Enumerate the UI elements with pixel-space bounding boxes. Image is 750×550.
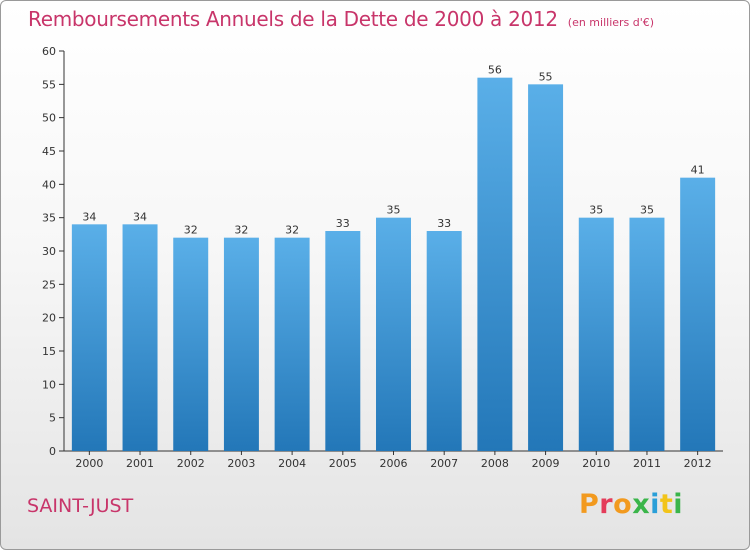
data-label-2009: 55 [539, 70, 553, 83]
x-tick-label-2010: 2010 [582, 457, 610, 470]
bar-2003 [223, 237, 259, 451]
data-label-2005: 33 [336, 217, 350, 230]
y-tick-label: 55 [42, 78, 56, 91]
bar-2002 [173, 237, 209, 451]
data-label-2004: 32 [285, 224, 299, 237]
x-tick-label-2005: 2005 [329, 457, 357, 470]
logo-letter: P [579, 489, 600, 520]
x-tick-label-2011: 2011 [633, 457, 661, 470]
data-label-2002: 32 [184, 224, 198, 237]
chart-title: Remboursements Annuels de la Dette de 20… [28, 7, 654, 31]
y-tick-label: 45 [42, 145, 56, 158]
y-tick-label: 60 [42, 45, 56, 58]
bar-2009 [528, 84, 564, 451]
chart-title-text: Remboursements Annuels de la Dette de 20… [28, 7, 558, 31]
y-tick-label: 15 [42, 345, 56, 358]
data-labels: 34 34 32 32 32 33 35 33 56 55 35 35 41 [82, 64, 704, 237]
x-tick-label-2009: 2009 [532, 457, 560, 470]
data-label-2011: 35 [640, 204, 654, 217]
data-label-2006: 35 [387, 204, 401, 217]
data-label-2003: 32 [234, 224, 248, 237]
logo-letter: r [599, 489, 614, 520]
y-tick-label: 30 [42, 245, 56, 258]
logo-letter: o [613, 489, 633, 520]
y-tick-label: 40 [42, 178, 56, 191]
y-tick-label: 35 [42, 212, 56, 225]
x-tick-label-2000: 2000 [75, 457, 103, 470]
data-label-2001: 34 [133, 210, 147, 223]
x-tick-label-2002: 2002 [177, 457, 205, 470]
y-tick-label: 50 [42, 112, 56, 125]
y-tick-label: 0 [49, 445, 56, 458]
bar-2008 [477, 77, 513, 452]
data-label-2010: 35 [589, 204, 603, 217]
logo-letter: t [659, 489, 674, 520]
x-tick-label-2007: 2007 [430, 457, 458, 470]
x-axis: 2000 2001 2002 2003 2004 2005 2006 2007 2008 2009… [64, 450, 723, 470]
bars [71, 77, 716, 452]
x-tick-label-2006: 2006 [380, 457, 408, 470]
x-tick-label-2003: 2003 [227, 457, 255, 470]
x-tick-label-2004: 2004 [278, 457, 306, 470]
bar-2010 [578, 217, 614, 451]
x-tick-label-2001: 2001 [126, 457, 154, 470]
proxiti-logo[interactable]: Proxiti [579, 489, 683, 520]
bar-2001 [122, 224, 158, 451]
logo-letter: i [673, 489, 684, 520]
bar-2000 [71, 224, 107, 451]
bar-2005 [325, 231, 361, 451]
x-tick-label-2012: 2012 [684, 457, 712, 470]
data-label-2012: 41 [691, 164, 705, 177]
bar-2004 [274, 237, 310, 451]
data-label-2000: 34 [82, 210, 96, 223]
y-axis: 0 5 10 15 20 25 30 35 40 45 50 55 60 [42, 45, 65, 458]
logo-letter: x [632, 489, 651, 520]
bar-2006 [376, 217, 411, 451]
bar-2011 [629, 217, 665, 451]
y-tick-label: 20 [42, 312, 56, 325]
y-tick-label: 10 [42, 378, 56, 391]
place-name: SAINT-JUST [27, 495, 134, 517]
bar-2012 [680, 177, 716, 451]
bar-2007 [426, 231, 462, 451]
data-label-2008: 56 [488, 64, 502, 77]
chart-unit: (en milliers d'€) [567, 16, 655, 29]
y-tick-label: 5 [49, 412, 56, 425]
x-tick-label-2008: 2008 [481, 457, 509, 470]
y-tick-label: 25 [42, 278, 56, 291]
logo-letter: i [650, 489, 660, 520]
data-label-2007: 33 [437, 217, 451, 230]
